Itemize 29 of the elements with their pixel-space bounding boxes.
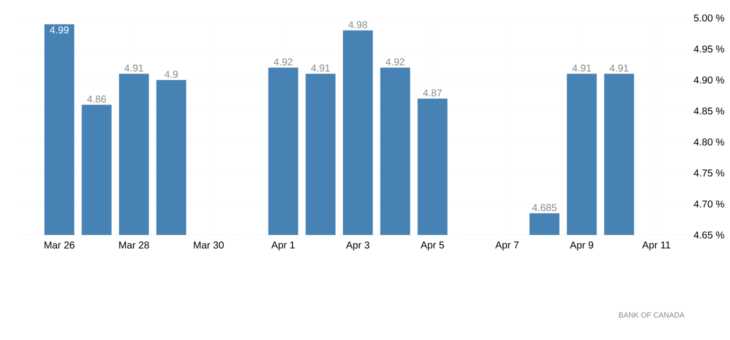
data-label: 4.91 bbox=[572, 64, 592, 72]
y-tick-label: 4.85 % bbox=[694, 107, 724, 115]
data-label: 4.86 bbox=[87, 96, 106, 103]
y-tick-label: 4.80 % bbox=[694, 138, 724, 146]
data-label: 4.91 bbox=[610, 64, 628, 72]
data-label: 4.685 bbox=[532, 204, 557, 212]
x-tick-label: Apr 7 bbox=[495, 242, 519, 250]
x-tick-label: Apr 1 bbox=[271, 242, 295, 250]
data-label: 4.92 bbox=[386, 58, 404, 66]
data-label: 4.92 bbox=[274, 58, 292, 66]
data-label: 4.91 bbox=[311, 64, 330, 72]
data-label: 4.98 bbox=[348, 21, 368, 28]
y-tick-label: 4.90 % bbox=[694, 76, 724, 84]
y-tick-label: 4.70 % bbox=[694, 200, 724, 208]
x-tick-label: Mar 28 bbox=[119, 242, 150, 249]
data-label: 4.9 bbox=[164, 70, 178, 78]
y-tick-label: 4.65 % bbox=[694, 231, 724, 239]
y-tick-label: 4.95 % bbox=[694, 45, 724, 53]
x-tick-label: Apr 11 bbox=[642, 242, 670, 250]
x-tick-label: Mar 30 bbox=[194, 242, 224, 249]
y-tick-label: 4.75 % bbox=[694, 169, 724, 176]
data-label: 4.91 bbox=[124, 64, 144, 72]
data-label: 4.99 bbox=[50, 26, 69, 34]
x-tick-label: Apr 5 bbox=[420, 242, 444, 250]
y-tick-label: 5.00 % bbox=[694, 14, 724, 22]
x-tick-label: Apr 9 bbox=[570, 242, 594, 251]
data-label: 4.87 bbox=[423, 89, 442, 96]
x-tick-label: Mar 26 bbox=[44, 242, 74, 249]
x-tick-label: Apr 3 bbox=[346, 242, 370, 251]
